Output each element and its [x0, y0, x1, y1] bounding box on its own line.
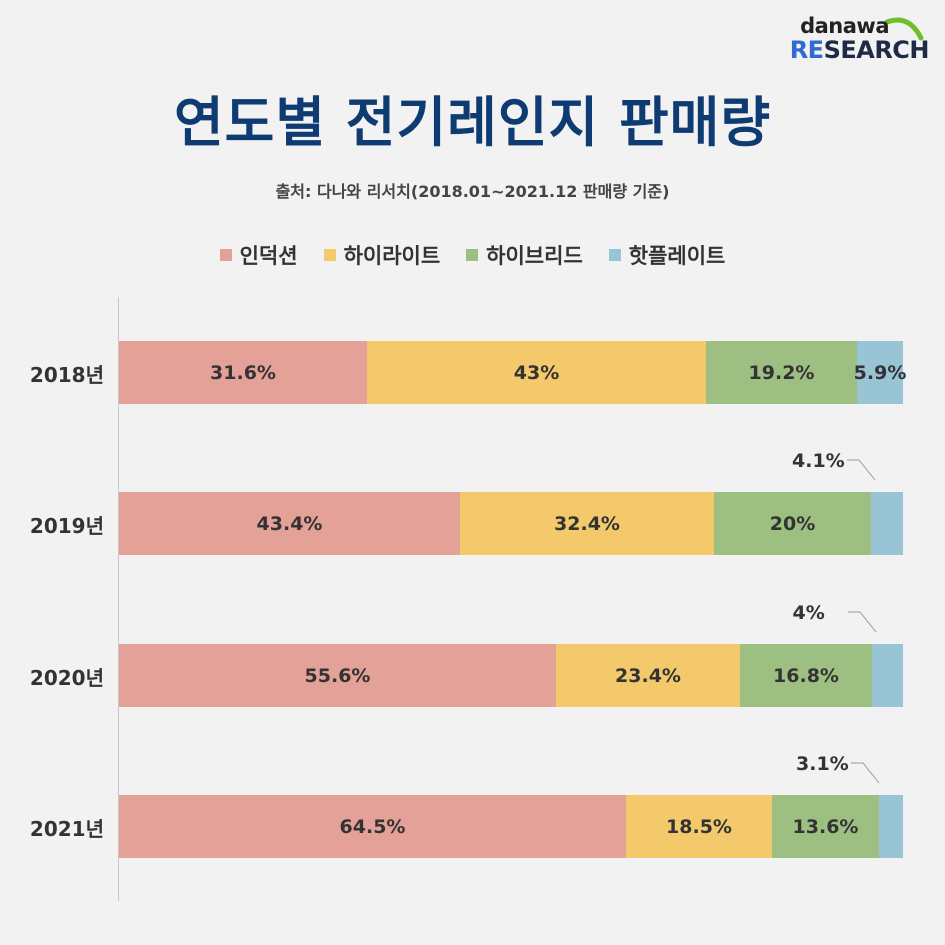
logo-wordmark-top: danawa — [800, 14, 889, 38]
data-label: 16.8% — [773, 664, 839, 687]
chart-legend: 인덕션 하이라이트 하이브리드 핫플레이트 — [0, 240, 945, 270]
bar-segment: 5.9% — [854, 341, 906, 404]
legend-item: 핫플레이트 — [608, 240, 726, 270]
legend-label: 핫플레이트 — [628, 244, 726, 268]
bar-segment: 20% — [714, 492, 871, 555]
callout-leader-line — [847, 611, 876, 633]
data-label: 55.6% — [304, 664, 371, 687]
legend-item: 하이브리드 — [466, 240, 583, 270]
bar-segment: 23.4% — [556, 644, 740, 707]
bar-segment: 43% — [367, 341, 706, 404]
data-label: 3.1% — [796, 753, 849, 775]
data-label: 4% — [792, 602, 825, 624]
data-label: 23.4% — [615, 664, 681, 687]
data-label: 18.5% — [666, 815, 732, 838]
logo-swoosh-icon — [884, 17, 924, 41]
category-axis-line — [118, 297, 119, 901]
bar-segment — [872, 644, 903, 707]
data-label: 19.2% — [748, 361, 815, 384]
stacked-bar: 64.5% 18.5% 13.6% — [119, 795, 903, 858]
bar-segment: 19.2% — [706, 341, 857, 404]
stacked-bar: 31.6% 43% 19.2% 5.9% — [119, 341, 906, 404]
data-label: 20% — [769, 512, 816, 535]
legend-label: 하이브리드 — [486, 244, 583, 268]
legend-swatch — [466, 249, 479, 261]
stacked-bar: 55.6% 23.4% 16.8% — [119, 644, 903, 707]
bar-segment: 32.4% — [460, 492, 714, 555]
bar-segment — [879, 795, 903, 858]
legend-item: 하이라이트 — [323, 240, 441, 270]
data-label: 13.6% — [792, 815, 859, 838]
bar-segment: 64.5% — [119, 795, 626, 858]
legend-label: 인덕션 — [239, 244, 298, 268]
legend-swatch — [608, 249, 621, 261]
category-label: 2021년 — [29, 817, 104, 841]
stacked-bar: 43.4% 32.4% 20% — [119, 492, 903, 555]
logo-re: RE — [789, 36, 824, 64]
data-label: 32.4% — [554, 512, 620, 535]
bar-segment: 13.6% — [772, 795, 879, 858]
data-label: 5.9% — [853, 361, 907, 384]
bar-segment: 55.6% — [119, 644, 556, 707]
data-label: 43.4% — [256, 512, 323, 535]
callout-leader-line — [851, 762, 880, 784]
legend-swatch — [219, 249, 232, 261]
danawa-research-logo: danawa RESEARCH — [790, 12, 930, 64]
callout-leader-line — [847, 459, 876, 481]
bar-segment: 18.5% — [626, 795, 772, 858]
source-subtitle: 출처: 다나와 리서치(2018.01~2021.12 판매량 기준) — [275, 182, 670, 201]
data-label: 64.5% — [339, 815, 406, 838]
bar-segment: 43.4% — [119, 492, 460, 555]
legend-swatch — [323, 249, 336, 261]
category-label: 2020년 — [29, 666, 104, 690]
data-label: 43% — [513, 361, 560, 384]
data-label: 31.6% — [210, 361, 276, 384]
legend-label: 하이라이트 — [343, 244, 441, 268]
category-label: 2019년 — [29, 514, 104, 538]
data-label: 4.1% — [792, 450, 845, 472]
logo-search: SEARCH — [823, 36, 930, 64]
bar-segment — [871, 492, 903, 555]
bar-segment: 31.6% — [119, 341, 367, 404]
legend-item: 인덕션 — [219, 240, 298, 270]
page-title: 연도별 전기레인지 판매량 — [173, 91, 772, 154]
bar-segment: 16.8% — [740, 644, 872, 707]
logo-wordmark-bottom: RESEARCH — [789, 36, 930, 64]
category-label: 2018년 — [29, 363, 104, 387]
